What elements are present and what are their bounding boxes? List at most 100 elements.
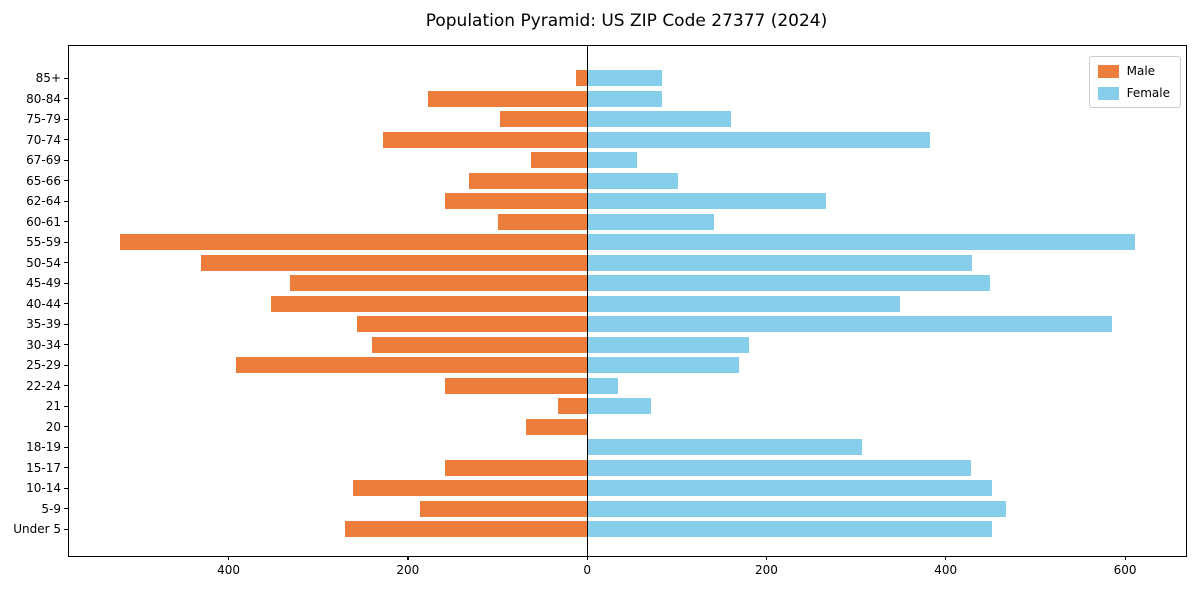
x-tick-mark	[1124, 556, 1126, 560]
y-tick-label: 70-74	[26, 132, 61, 147]
female-bar	[587, 377, 618, 394]
female-bar	[587, 521, 993, 537]
female-bar	[587, 295, 901, 312]
y-tick-mark	[64, 385, 68, 387]
chart-title: Population Pyramid: US ZIP Code 27377 (2…	[425, 11, 828, 31]
male-bar	[497, 213, 588, 230]
female-bar	[587, 459, 971, 476]
y-tick-label: Under 5	[13, 522, 61, 536]
male-bar	[289, 275, 588, 291]
legend-label-female: Female	[1126, 86, 1170, 100]
female-bar	[587, 275, 990, 291]
x-tick-mark	[765, 556, 768, 560]
male-bar	[468, 172, 588, 189]
y-tick-label: 18-19	[26, 440, 61, 454]
female-bar	[587, 480, 993, 496]
x-tick-mark	[407, 556, 409, 560]
y-tick-label: 20	[45, 419, 61, 434]
legend: Male Female	[1088, 56, 1181, 108]
y-tick-label: 45-49	[26, 276, 61, 290]
female-bar	[587, 439, 863, 455]
female-bar	[587, 131, 930, 148]
y-tick-label: 62-64	[26, 194, 61, 208]
x-tick-label: 200	[754, 563, 778, 577]
y-tick-mark	[64, 200, 68, 202]
legend-entry-male: Male	[1097, 64, 1170, 78]
y-tick-mark	[64, 241, 68, 243]
y-tick-label: 75-79	[26, 112, 61, 126]
legend-entry-female: Female	[1097, 86, 1170, 100]
x-tick-label: 0	[583, 563, 591, 577]
zero-axis-line	[586, 46, 588, 556]
male-bar	[270, 295, 588, 312]
female-bar	[587, 316, 1113, 332]
y-tick-mark	[64, 98, 68, 100]
female-bar	[587, 90, 662, 107]
female-bar	[587, 111, 731, 127]
y-tick-mark	[64, 262, 68, 264]
male-bar	[120, 234, 588, 250]
male-bar	[200, 254, 588, 271]
y-tick-label: 60-61	[26, 214, 61, 229]
male-bar	[420, 500, 588, 517]
y-tick-label: 25-29	[26, 358, 61, 372]
male-bar	[444, 193, 588, 209]
x-tick-label: 200	[396, 563, 420, 577]
legend-label-male: Male	[1126, 64, 1156, 78]
female-swatch-icon	[1097, 86, 1119, 100]
y-tick-mark	[64, 282, 68, 284]
male-bar	[356, 316, 588, 332]
male-bar	[530, 152, 588, 168]
male-bar	[427, 90, 588, 107]
y-tick-mark	[64, 405, 68, 407]
male-bar	[372, 336, 588, 353]
x-tick-mark	[945, 556, 947, 560]
y-tick-mark	[64, 426, 68, 428]
male-bar	[345, 521, 588, 537]
male-bar	[444, 377, 588, 394]
male-bar	[382, 131, 588, 148]
female-bar	[587, 500, 1006, 517]
plot-area: Male Female 85+ 80-84 75-79 70-74 67-69 65-66…	[13, 45, 1187, 577]
y-tick-mark	[64, 159, 68, 161]
male-bar	[500, 111, 588, 127]
y-tick-label: 30-34	[26, 337, 61, 352]
male-swatch-icon	[1097, 64, 1119, 78]
x-tick-mark	[586, 556, 588, 560]
y-tick-mark	[64, 487, 68, 489]
y-tick-mark	[64, 118, 68, 120]
y-tick-mark	[64, 528, 68, 530]
male-bar	[526, 418, 588, 435]
y-tick-label: 80-84	[26, 91, 61, 106]
y-tick-mark	[64, 221, 68, 223]
y-tick-label: 5-9	[41, 501, 61, 516]
x-tick-mark	[228, 556, 230, 560]
y-tick-label: 55-59	[26, 235, 61, 249]
x-tick-label: 400	[934, 563, 958, 577]
y-tick-mark	[64, 303, 68, 305]
female-bar	[587, 172, 678, 189]
y-tick-label: 35-39	[26, 317, 61, 331]
female-bar	[587, 234, 1135, 250]
y-tick-mark	[64, 344, 68, 346]
y-tick-mark	[64, 77, 68, 79]
y-tick-label: 40-44	[26, 296, 61, 311]
y-tick-label: 50-54	[26, 255, 61, 270]
y-tick-label: 10-14	[26, 481, 61, 495]
y-tick-label: 85+	[35, 71, 61, 85]
y-tick-mark	[64, 364, 68, 366]
x-tick-label: 600	[1113, 563, 1137, 577]
male-bar	[444, 459, 588, 476]
y-tick-label: 67-69	[26, 153, 61, 167]
female-bar	[587, 213, 714, 230]
y-tick-mark	[64, 446, 68, 448]
male-bar	[353, 480, 588, 496]
female-bar	[587, 357, 739, 373]
male-bar	[235, 357, 588, 373]
female-bar	[587, 70, 662, 86]
y-tick-label: 22-24	[26, 378, 61, 393]
y-tick-label: 65-66	[26, 173, 61, 188]
x-tick-label: 400	[217, 563, 241, 577]
female-bar	[587, 152, 638, 168]
